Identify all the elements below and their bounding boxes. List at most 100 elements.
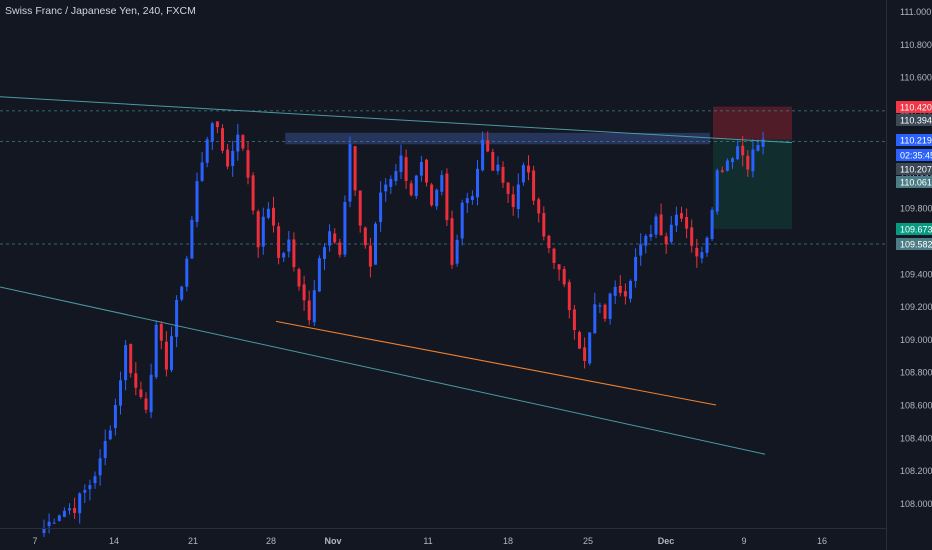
candle[interactable]	[746, 150, 750, 177]
candle[interactable]	[654, 213, 658, 239]
candle[interactable]	[195, 172, 199, 228]
candle[interactable]	[496, 156, 500, 175]
trendlines-layer[interactable]	[0, 96, 793, 455]
symbol-title[interactable]: Swiss Franc / Japanese Yen, 240, FXCM	[5, 5, 196, 17]
candle[interactable]	[338, 238, 342, 258]
candle[interactable]	[277, 222, 281, 265]
candle[interactable]	[588, 332, 592, 366]
candle[interactable]	[756, 139, 760, 152]
candle[interactable]	[470, 190, 474, 205]
candle[interactable]	[511, 186, 515, 216]
candle[interactable]	[404, 149, 408, 190]
candle[interactable]	[374, 221, 377, 265]
candle[interactable]	[282, 251, 286, 263]
candle[interactable]	[170, 326, 173, 373]
candle[interactable]	[379, 181, 383, 232]
candle[interactable]	[343, 195, 347, 258]
candle[interactable]	[241, 134, 245, 151]
candle[interactable]	[215, 121, 219, 134]
candle[interactable]	[149, 363, 153, 419]
candle[interactable]	[134, 361, 138, 396]
candle[interactable]	[527, 155, 530, 181]
candle[interactable]	[715, 168, 719, 215]
candle[interactable]	[57, 514, 61, 522]
candle[interactable]	[205, 136, 209, 168]
candle[interactable]	[394, 163, 398, 186]
candle[interactable]	[124, 339, 128, 391]
candle[interactable]	[139, 381, 143, 399]
candle[interactable]	[175, 295, 179, 348]
candle[interactable]	[629, 279, 632, 303]
candle[interactable]	[557, 264, 561, 281]
candle[interactable]	[608, 292, 612, 325]
candle[interactable]	[368, 237, 372, 278]
candle[interactable]	[435, 188, 439, 210]
candle[interactable]	[644, 233, 648, 254]
candles-layer[interactable]	[42, 121, 765, 537]
candle[interactable]	[73, 497, 77, 519]
candle[interactable]	[578, 330, 581, 349]
candle[interactable]	[506, 182, 510, 203]
candle[interactable]	[333, 228, 337, 245]
candle[interactable]	[516, 173, 520, 219]
candle[interactable]	[455, 234, 459, 267]
candle[interactable]	[720, 166, 724, 173]
candle[interactable]	[537, 197, 541, 223]
candle[interactable]	[613, 280, 617, 304]
candle[interactable]	[603, 303, 607, 322]
candle[interactable]	[705, 236, 709, 257]
candle[interactable]	[272, 196, 275, 233]
candle[interactable]	[460, 199, 464, 246]
candle[interactable]	[465, 192, 469, 213]
candle[interactable]	[414, 174, 418, 200]
candle[interactable]	[669, 216, 673, 245]
candle[interactable]	[88, 479, 92, 501]
candle[interactable]	[287, 230, 291, 258]
candle[interactable]	[103, 429, 107, 466]
candle[interactable]	[741, 136, 745, 167]
candle[interactable]	[119, 371, 122, 415]
candle[interactable]	[47, 513, 51, 534]
candle[interactable]	[639, 233, 643, 266]
candle[interactable]	[256, 209, 260, 258]
candle[interactable]	[159, 321, 163, 350]
lower-channel-line[interactable]	[0, 286, 766, 455]
candle[interactable]	[521, 162, 525, 186]
candle[interactable]	[83, 484, 87, 504]
candle[interactable]	[542, 206, 546, 241]
candle[interactable]	[246, 141, 250, 185]
candle[interactable]	[353, 146, 357, 196]
candle[interactable]	[210, 121, 214, 150]
candle[interactable]	[297, 267, 301, 291]
resistance-zone[interactable]	[285, 132, 710, 145]
stop-loss-zone[interactable]	[713, 106, 792, 140]
candle[interactable]	[307, 290, 311, 326]
candle[interactable]	[261, 207, 265, 255]
candle[interactable]	[52, 518, 56, 524]
candle[interactable]	[190, 216, 194, 259]
candle[interactable]	[680, 206, 683, 222]
candle[interactable]	[251, 172, 255, 215]
candle[interactable]	[572, 304, 576, 340]
candle[interactable]	[226, 143, 230, 170]
candle[interactable]	[317, 255, 321, 293]
candle[interactable]	[419, 155, 423, 182]
candle[interactable]	[491, 148, 495, 171]
candle[interactable]	[736, 140, 740, 161]
candle[interactable]	[384, 178, 388, 202]
candle[interactable]	[236, 123, 240, 161]
candle[interactable]	[108, 425, 112, 441]
candle[interactable]	[389, 175, 393, 194]
candle[interactable]	[180, 285, 184, 302]
candle[interactable]	[231, 140, 235, 177]
candle[interactable]	[725, 158, 729, 172]
candle[interactable]	[562, 266, 566, 288]
candle[interactable]	[430, 182, 434, 207]
candle[interactable]	[144, 392, 148, 414]
candle[interactable]	[328, 224, 332, 252]
candle[interactable]	[486, 131, 490, 153]
candle[interactable]	[690, 219, 694, 253]
candle[interactable]	[200, 151, 204, 183]
